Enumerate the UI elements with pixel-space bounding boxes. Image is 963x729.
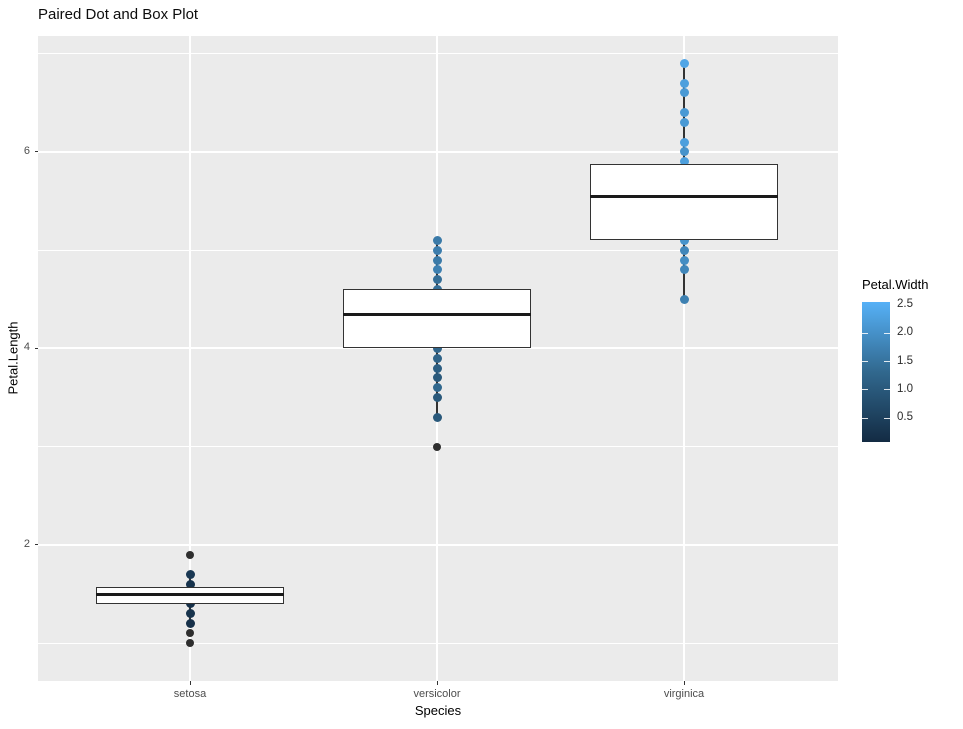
data-dot	[679, 88, 689, 98]
box	[590, 164, 778, 241]
x-axis-title: Species	[414, 703, 462, 718]
data-dot	[432, 265, 442, 275]
legend-gradient-bar	[862, 302, 890, 442]
legend-tick-label: 1.0	[897, 382, 913, 395]
legend-tick-mark	[884, 332, 890, 334]
data-dot	[679, 59, 689, 68]
legend-tick-mark	[862, 332, 868, 334]
y-tick-mark	[34, 347, 38, 349]
data-dot	[679, 245, 689, 255]
data-dot	[679, 117, 689, 127]
x-tick-label: setosa	[173, 688, 207, 700]
data-dot	[185, 569, 195, 579]
data-dot	[432, 412, 442, 422]
gridline-major	[38, 150, 838, 153]
data-dot	[679, 294, 689, 304]
plot-title: Paired Dot and Box Plot	[38, 6, 199, 23]
whisker-lower	[436, 348, 438, 418]
gridline-major	[38, 543, 838, 546]
data-dot	[679, 147, 689, 157]
data-dot	[679, 137, 689, 147]
legend-title: Petal.Width	[862, 277, 929, 292]
gridline-minor	[38, 642, 838, 644]
data-dot	[432, 353, 442, 363]
data-dot	[185, 599, 195, 609]
y-axis-title: Petal.Length	[5, 321, 21, 395]
data-dot	[185, 579, 195, 589]
data-dot	[432, 383, 442, 393]
plot-panel	[38, 36, 838, 681]
gridline-x-major	[683, 36, 685, 681]
y-tick-label: 2	[23, 537, 30, 550]
data-dot	[679, 78, 689, 88]
outlier-dot	[186, 639, 194, 648]
legend-tick-mark	[862, 417, 868, 419]
data-dot	[679, 235, 689, 245]
legend-tick-label: 1.5	[897, 354, 913, 367]
legend-tick-mark	[884, 389, 890, 391]
outlier-dot	[186, 629, 194, 638]
data-dot	[432, 255, 442, 265]
outlier-dot	[433, 442, 441, 451]
median-line	[590, 194, 778, 198]
outlier-dot	[186, 550, 194, 559]
gridline-x-major	[189, 36, 191, 681]
data-dot	[432, 275, 442, 285]
x-tick-mark	[436, 681, 438, 685]
x-tick-label: versicolor	[413, 688, 461, 700]
y-tick-label: 6	[23, 144, 30, 157]
box	[343, 289, 531, 349]
data-dot	[185, 619, 195, 629]
legend-tick-mark	[862, 389, 868, 391]
x-tick-label: virginica	[663, 688, 705, 700]
data-dot	[679, 157, 689, 167]
data-dot	[432, 235, 442, 245]
data-dot	[432, 363, 442, 373]
data-dot	[432, 373, 442, 383]
data-dot	[432, 393, 442, 403]
legend-tick-mark	[862, 361, 868, 363]
median-line	[96, 592, 284, 596]
legend-tick-label: 0.5	[897, 411, 913, 424]
legend-tick-label: 2.0	[897, 326, 913, 339]
data-dot	[679, 108, 689, 118]
median-line	[343, 312, 531, 316]
y-tick-mark	[34, 151, 38, 153]
data-dot	[432, 245, 442, 255]
data-dot	[679, 265, 689, 275]
x-tick-mark	[683, 681, 685, 685]
data-dot	[185, 609, 195, 619]
data-dot	[679, 255, 689, 265]
data-dot	[432, 343, 442, 353]
whisker-upper	[436, 240, 438, 290]
legend-tick-mark	[884, 417, 890, 419]
legend-tick-label: 2.5	[897, 298, 913, 310]
x-tick-mark	[189, 681, 191, 685]
gridline-minor	[38, 53, 838, 55]
legend-tick-mark	[884, 361, 890, 363]
y-tick-mark	[34, 544, 38, 546]
y-tick-label: 4	[23, 341, 30, 354]
